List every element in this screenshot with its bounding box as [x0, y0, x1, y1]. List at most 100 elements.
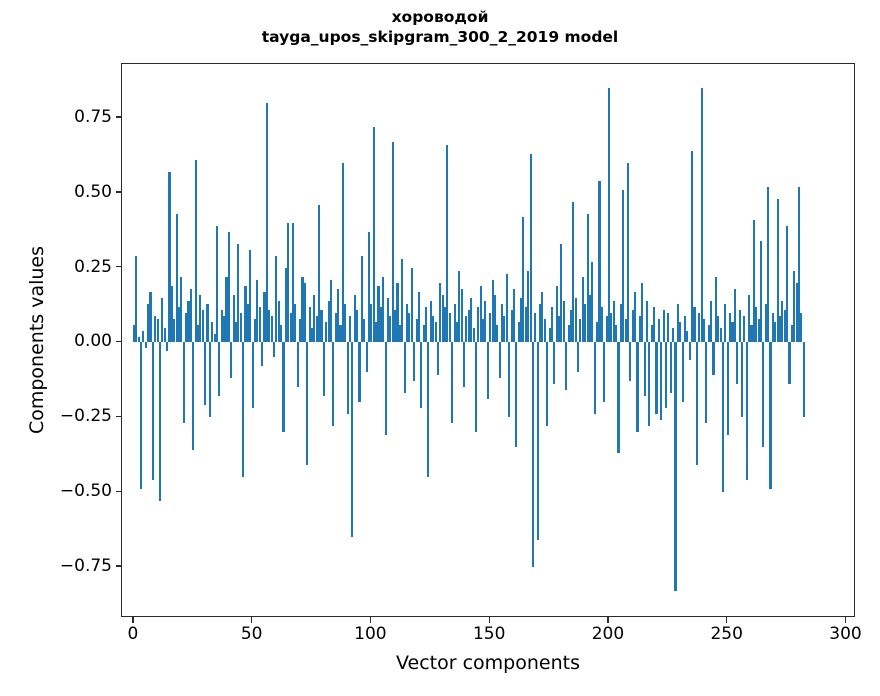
bar — [439, 282, 442, 343]
bar — [356, 309, 359, 343]
bar — [173, 318, 176, 343]
bar — [479, 285, 482, 343]
x-tick-label: 200 — [591, 624, 625, 644]
bar — [410, 267, 413, 343]
bar — [201, 309, 204, 343]
y-tick-mark — [115, 266, 121, 268]
bar — [591, 261, 594, 343]
bar — [460, 288, 463, 343]
bar — [698, 312, 701, 343]
x-tick-label: 0 — [127, 624, 139, 644]
bar — [664, 342, 667, 409]
bar — [800, 312, 803, 343]
bar — [332, 342, 335, 427]
y-tick-label: 0.00 — [74, 331, 112, 352]
bar — [287, 222, 290, 343]
bar — [679, 321, 682, 343]
bar — [280, 324, 283, 343]
bar — [351, 342, 354, 538]
bar — [446, 144, 449, 343]
bar — [650, 324, 653, 343]
bar — [367, 231, 371, 343]
y-tick-label: −0.50 — [59, 481, 112, 502]
y-tick-label: 0.50 — [74, 181, 112, 202]
bar — [251, 342, 254, 409]
bar — [524, 306, 527, 343]
bar — [596, 321, 599, 343]
x-tick-label: 250 — [710, 624, 743, 644]
bar — [655, 342, 658, 415]
bar — [249, 249, 252, 343]
bar — [163, 327, 166, 343]
bar — [617, 342, 620, 454]
bar — [370, 303, 373, 343]
bar — [724, 303, 727, 343]
bar — [543, 318, 546, 343]
bar — [187, 300, 190, 343]
bar — [486, 342, 489, 400]
bar — [603, 342, 606, 403]
bar — [189, 288, 192, 343]
y-tick-label: 0.75 — [74, 106, 112, 127]
bar — [584, 303, 587, 343]
bar — [705, 342, 708, 424]
bar — [277, 300, 280, 343]
bar — [320, 309, 323, 343]
bar — [771, 312, 774, 343]
bar — [346, 342, 349, 415]
x-tick-mark — [488, 617, 490, 623]
bar — [441, 294, 444, 343]
bar — [714, 276, 717, 343]
bar — [657, 318, 660, 343]
bar — [154, 315, 157, 343]
bar — [170, 285, 173, 343]
bar — [306, 342, 309, 466]
bar — [360, 255, 363, 343]
bar — [156, 318, 159, 343]
bar — [177, 306, 181, 343]
bar — [220, 309, 223, 343]
bar — [244, 285, 247, 343]
bar — [534, 312, 537, 343]
bar — [700, 87, 703, 343]
bar — [588, 294, 591, 343]
bar — [318, 204, 321, 343]
bar — [550, 306, 553, 343]
bar — [489, 312, 492, 343]
bar — [339, 324, 342, 343]
bar — [384, 342, 387, 436]
bar — [553, 342, 556, 385]
bar — [227, 231, 230, 343]
bar — [619, 303, 622, 343]
bar — [301, 276, 304, 343]
bar — [299, 318, 302, 343]
x-tick-mark — [844, 617, 847, 623]
bar — [325, 321, 328, 343]
y-tick-mark — [115, 490, 121, 492]
bar — [802, 342, 805, 418]
bar — [629, 342, 632, 382]
bar — [508, 342, 511, 418]
bar — [733, 288, 736, 343]
bar — [413, 342, 416, 382]
bar — [474, 342, 477, 433]
plot-area — [121, 63, 855, 617]
bar — [417, 291, 420, 343]
bar — [517, 321, 520, 343]
bar — [586, 213, 589, 343]
bar — [275, 255, 278, 343]
bar — [634, 291, 637, 343]
bar — [213, 333, 216, 343]
bar — [208, 342, 211, 418]
bar — [510, 309, 513, 343]
y-tick-label: −0.75 — [59, 556, 112, 577]
bar — [662, 309, 665, 343]
bar — [569, 309, 572, 343]
bar — [688, 342, 691, 361]
bar — [451, 342, 454, 424]
bar — [522, 216, 525, 343]
bar — [180, 276, 183, 343]
bar — [199, 294, 202, 343]
bar — [745, 342, 748, 481]
